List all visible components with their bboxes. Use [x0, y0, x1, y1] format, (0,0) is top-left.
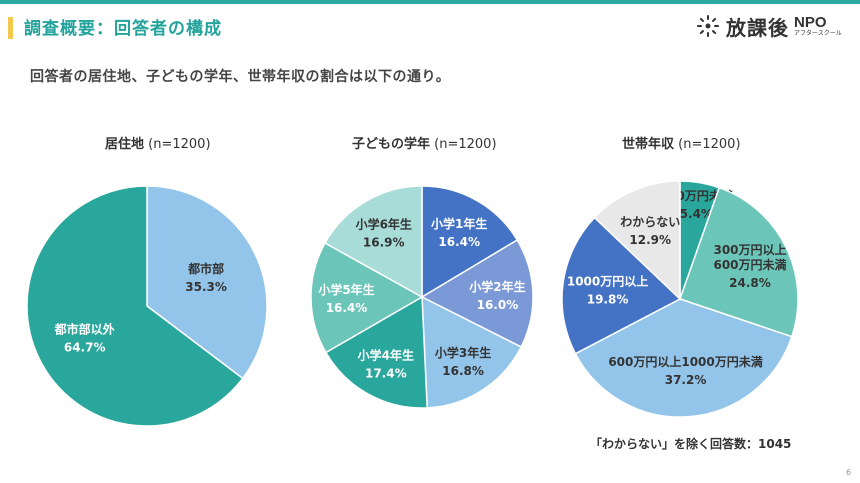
- slice-label: 600万円以上1000万円未満: [608, 354, 762, 369]
- chart-title-n: (n=1200): [148, 137, 211, 152]
- slice-label: 都市部以外: [54, 322, 115, 337]
- logo-npo-block: NPO アフタースクール: [794, 15, 842, 37]
- slice-value-label: 16.4%: [326, 301, 368, 315]
- slice-label: 小学6年生: [356, 216, 412, 231]
- pie-slice: [561, 216, 682, 355]
- slice-value-label: 24.8%: [729, 276, 771, 290]
- pie-slice: [679, 186, 799, 338]
- sun-icon: [697, 15, 719, 37]
- chart-title-text: 子どもの学年: [352, 137, 431, 152]
- logo-npo: NPO: [794, 14, 827, 31]
- pie-slice: [146, 185, 268, 380]
- slice-value-label: 17.4%: [365, 367, 407, 381]
- chart-title-income: 世帯年収 (n=1200): [622, 133, 741, 152]
- pie-slice: [310, 241, 424, 354]
- lead-text: 回答者の居住地、子どもの学年、世帯年収の割合は以下の通り。: [30, 69, 451, 85]
- slice-label: 都市部: [187, 261, 224, 276]
- chart-title-text: 世帯年収: [622, 137, 675, 152]
- slice-value-label: 37.2%: [665, 373, 707, 387]
- logo: 放課後 NPO アフタースクール: [696, 12, 842, 40]
- chart-title-n: (n=1200): [434, 137, 497, 152]
- pie-slice: [420, 238, 534, 348]
- chart-title-grade: 子どもの学年 (n=1200): [352, 133, 497, 152]
- slice-value-label: 16.4%: [438, 235, 480, 249]
- pie-chart-residence: 都市部 35.3% 都市部以外 64.7%: [26, 185, 268, 427]
- pie-slice: [324, 295, 429, 409]
- footnote: 「わからない」を除く回答数：1045: [590, 437, 792, 451]
- pie-chart-grade: 小学1年生 16.4% 小学2年生 16.0% 小学3年生 16.8% 小学4年生 17.4%…: [310, 185, 534, 409]
- logo-name: 放課後: [726, 15, 789, 40]
- slice-label: 300万円以上: [713, 242, 786, 257]
- chart-title-n: (n=1200): [678, 137, 741, 152]
- pie-slice: [593, 180, 681, 301]
- pie-slice: [421, 295, 523, 409]
- slice-value-label: 5.4%: [680, 207, 713, 221]
- slice-label: 1000万円以上: [567, 273, 648, 288]
- slice-value-label: 12.9%: [629, 233, 671, 247]
- slice-value-label: 35.3%: [185, 280, 227, 294]
- pie-slice: [574, 298, 793, 418]
- slice-value-label: 19.8%: [587, 292, 629, 306]
- slice-label: 小学4年生: [358, 348, 414, 363]
- slice-label: 小学2年生: [469, 279, 525, 294]
- pie-slice: [323, 185, 423, 299]
- title-accent-mark: [8, 17, 13, 39]
- slice-label: 600万円未満: [713, 257, 786, 272]
- slice-label: 小学5年生: [318, 282, 374, 297]
- pie-slice: [26, 185, 244, 427]
- pie-slice: [421, 185, 519, 299]
- slice-value-label: 64.7%: [64, 341, 106, 355]
- slice-value-label: 16.8%: [442, 364, 484, 378]
- chart-title-residence: 居住地 (n=1200): [105, 133, 211, 152]
- page-title: 調査概要：回答者の構成: [24, 19, 222, 39]
- slice-value-label: 16.0%: [477, 298, 519, 312]
- pie-chart-income: 300万円未満5.4%300万円以上600万円未満24.8%600万円以上100…: [561, 180, 799, 418]
- slice-label: 小学1年生: [431, 216, 487, 231]
- top-accent-bar: [0, 0, 860, 4]
- slice-value-label: 16.9%: [363, 235, 405, 249]
- slice-label: わからない: [620, 215, 680, 229]
- logo-subtitle: アフタースクール: [794, 30, 842, 37]
- page-number: 6: [846, 468, 852, 477]
- slice-label: 小学3年生: [435, 345, 491, 360]
- chart-title-text: 居住地: [105, 137, 145, 152]
